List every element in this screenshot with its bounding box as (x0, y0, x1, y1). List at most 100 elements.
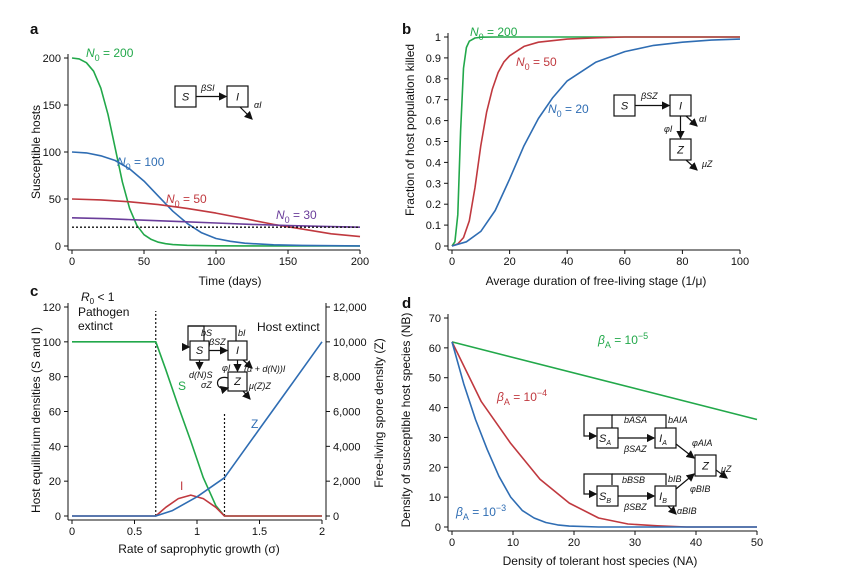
d-arrow-alphab (667, 505, 677, 515)
b-ytick-label: 0.1 (426, 220, 441, 232)
b-series-line-2 (451, 38, 741, 247)
panel-b-diagram: S βSZ I αI φI Z μZ (613, 91, 713, 171)
d-box-sb-label: SB (599, 491, 611, 505)
a-label-n200-sub: 0 (95, 53, 100, 63)
b-ytick-label: 0.3 (426, 178, 441, 190)
d-label-1e3-rest: = 10 (469, 505, 496, 519)
d-ytick-label: 40 (429, 403, 441, 415)
b-label-n200-main: N (470, 25, 479, 39)
d-ytick-label: 60 (429, 343, 441, 355)
panel-d-label: d (402, 295, 411, 312)
panel-b-axes: 0 20 40 60 80 10000.10.20.30.40.50.60.70.80.9… (426, 32, 749, 268)
b-box-z-label: Z (676, 145, 685, 157)
d-ytick-label: 0 (435, 522, 441, 534)
d-arrow-birth-ib (612, 473, 667, 485)
d-box-ib-sub: B (662, 498, 667, 505)
b-label-n50-rest: = 50 (530, 55, 557, 69)
c-arrow-sigma (216, 376, 230, 395)
a-label-n50-main: N (166, 192, 175, 206)
b-arrow-decay (685, 159, 698, 171)
panel-d-xlabel: Density of tolerant host species (NA) (503, 554, 698, 568)
a-label-n50: N0 = 50 (166, 192, 207, 209)
c-rate-phi: φI (222, 363, 231, 373)
a-xtick-label: 100 (207, 256, 225, 268)
c-r0-sub: 0 (90, 297, 95, 306)
c-ytick-label: 80 (49, 372, 61, 384)
b-ytick-label: 1 (435, 32, 441, 44)
d-box-sa-sub: A (605, 440, 611, 447)
b-rate-z: μZ (701, 159, 713, 169)
panel-b-xlabel: Average duration of free-living stage (1… (486, 274, 707, 288)
c-xtick-label: 0.5 (127, 526, 142, 538)
d-box-sa-main: S (599, 433, 607, 445)
a-label-n30-rest: = 30 (290, 208, 317, 222)
a-label-n50-rest: = 50 (180, 192, 207, 206)
panel-d-diagram: bASA bAIA SA βSAZ IA φAIA Z μZ bBSB bIB … (583, 414, 732, 516)
b-series-line-1 (451, 36, 740, 247)
c-arrow-mu (242, 390, 251, 400)
d-box-z (694, 454, 717, 477)
d-xtick-label: 10 (507, 537, 519, 549)
c-rate-mu: μ(Z)Z (248, 381, 271, 391)
c-ytick-label: 8,000 (333, 372, 361, 384)
c-arrow-death-i (242, 359, 253, 369)
panel-c: c 0 0.5 1 1.5 202040608010012002,0004,0006,0… (29, 283, 386, 556)
panel-c-series (72, 311, 323, 517)
b-arrow-death (685, 115, 698, 127)
panel-a-ylabel: Susceptible hosts (29, 105, 43, 199)
c-r0-rest: < 1 (94, 290, 115, 304)
d-rate-alphab: αBIB (677, 506, 697, 516)
c-rate-death-s: d(N)S (189, 370, 213, 380)
b-xtick-label: 40 (561, 256, 573, 268)
a-ytick-label: 0 (55, 241, 61, 253)
panel-c-ylabel-right: Free-living spore density (Z) (372, 338, 386, 487)
panel-b: b 0 20 40 60 80 10000.10.20.30.40.50.60.70.80… (402, 21, 749, 288)
d-label-1e3: βA = 10−3 (455, 503, 506, 522)
d-label-1e3-sub: A (463, 512, 469, 522)
d-ytick-label: 20 (429, 462, 441, 474)
a-series-line-2 (71, 198, 361, 238)
a-series-line-3 (71, 217, 361, 228)
panel-d-axes: 0 10 20 30 40 50 0 10 20 30 40 50 60 70 (429, 313, 763, 549)
a-label-n30-main: N (276, 208, 285, 222)
b-ytick-label: 0.5 (426, 137, 441, 149)
d-box-sa-label: SA (599, 433, 611, 447)
b-label-n50-main: N (516, 55, 525, 69)
b-xtick-label: 20 (503, 256, 515, 268)
a-ytick-label: 100 (43, 147, 61, 159)
d-rate-ba-sa: bASA (624, 415, 647, 425)
c-xtick-label: 1 (194, 526, 200, 538)
c-ytick-label: 0 (55, 511, 61, 523)
panel-c-diagram: bS bI S βSZ I (α + d(N))I d(N)S φI Z σZ … (181, 325, 286, 400)
b-ytick-label: 0.8 (426, 74, 441, 86)
b-label-n50-sub: 0 (525, 62, 530, 72)
c-xtick-label: 0 (69, 526, 75, 538)
panel-c-ylabel-left: Host equilibrium densities (S and I) (29, 327, 43, 513)
panel-a-axes: 0 50 100 150 200 0 50 100 150 200 (43, 53, 370, 268)
panel-d: d 0 10 20 30 40 50 0 10 20 30 40 50 60 70 Density of … (399, 295, 763, 568)
c-box-z-label: Z (233, 376, 242, 388)
c-ytick-label: 10,000 (333, 337, 367, 349)
d-arrow-birth-ia (612, 414, 667, 428)
a-box-i-label: I (236, 92, 239, 104)
a-xtick-label: 200 (351, 256, 369, 268)
panel-b-ylabel: Fraction of host population killed (403, 44, 417, 216)
d-rate-bsbz: βSBZ (623, 502, 647, 512)
c-ytick-label: 12,000 (333, 302, 367, 314)
panel-c-xlabel: Rate of saprophytic growth (σ) (118, 542, 279, 556)
a-ytick-label: 200 (43, 53, 61, 65)
a-label-n100-rest: = 100 (131, 155, 165, 169)
c-ytick-label: 40 (49, 441, 61, 453)
a-label-n100-sub: 0 (126, 162, 131, 172)
b-rate-i: αI (699, 114, 707, 124)
b-label-n20-rest: = 20 (562, 102, 589, 116)
b-rate-sz: βSZ (640, 91, 658, 101)
c-ytick-label: 20 (49, 476, 61, 488)
c-rate-death-i: (α + d(N))I (244, 364, 286, 374)
b-ytick-label: 0.9 (426, 53, 441, 65)
b-box-i-label: I (679, 101, 682, 113)
d-box-sb-sub: B (606, 498, 611, 505)
a-series-line-0 (71, 57, 360, 247)
b-label-n200-sub: 0 (479, 32, 484, 42)
